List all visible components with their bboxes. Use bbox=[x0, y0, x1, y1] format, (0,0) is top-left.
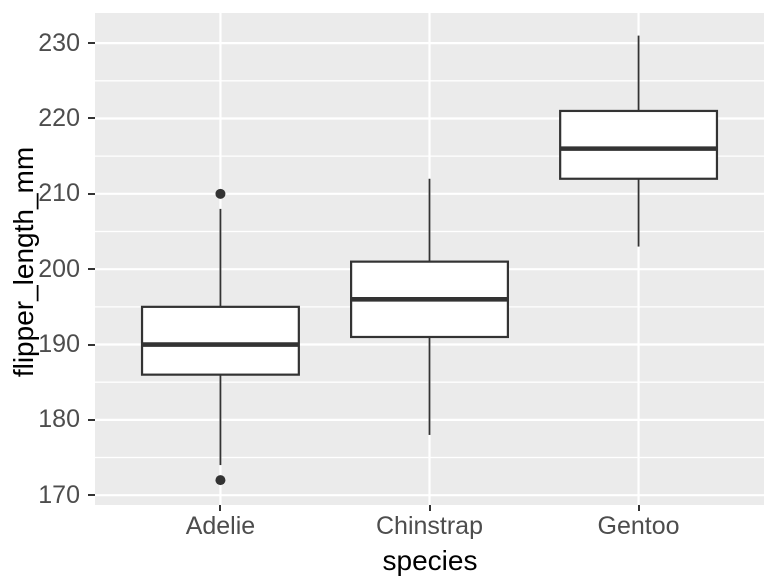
x-tick-label: Adelie bbox=[185, 512, 256, 540]
x-tick-mark bbox=[219, 505, 222, 511]
y-tick-label: 180 bbox=[38, 405, 80, 434]
y-tick-mark bbox=[88, 42, 95, 45]
y-tick-label: 190 bbox=[38, 330, 80, 359]
x-tick-label: Gentoo bbox=[597, 512, 680, 540]
boxplot-svg bbox=[95, 13, 764, 505]
y-tick-mark bbox=[88, 268, 95, 271]
outlier-adelie bbox=[215, 188, 226, 199]
x-tick-mark bbox=[428, 505, 431, 511]
x-axis-title: species bbox=[382, 545, 478, 576]
y-tick-label: 200 bbox=[38, 254, 80, 283]
plot-panel bbox=[95, 13, 764, 505]
y-tick-mark bbox=[88, 192, 95, 195]
box-adelie bbox=[140, 305, 300, 376]
y-tick-mark bbox=[88, 343, 95, 346]
y-tick-mark bbox=[88, 117, 95, 120]
y-tick-label: 170 bbox=[38, 480, 80, 509]
y-tick-mark bbox=[88, 418, 95, 421]
y-tick-label: 230 bbox=[38, 28, 80, 57]
y-tick-label: 220 bbox=[38, 103, 80, 132]
x-tick-mark bbox=[637, 505, 640, 511]
box-gentoo bbox=[559, 109, 719, 180]
x-tick-label: Chinstrap bbox=[376, 512, 483, 540]
y-tick-label: 210 bbox=[38, 179, 80, 208]
y-tick-mark bbox=[88, 494, 95, 497]
outlier-adelie bbox=[215, 475, 226, 486]
